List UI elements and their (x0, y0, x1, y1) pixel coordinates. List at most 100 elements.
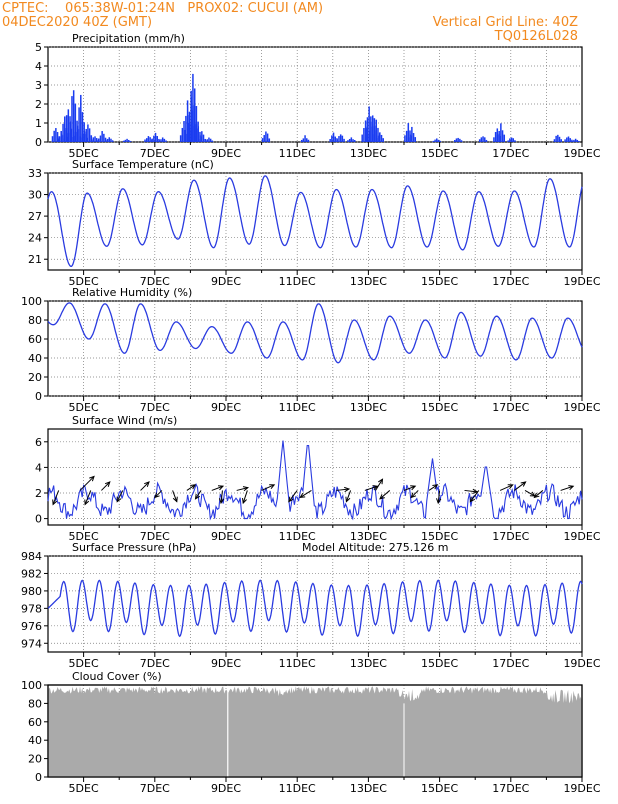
precip-bar (83, 134, 86, 142)
wind-line (47, 440, 583, 521)
header-left-2: 04DEC2020 40Z (GMT) (2, 15, 152, 30)
x-tick-label: 5DEC (69, 147, 99, 160)
precip-bar (365, 128, 367, 142)
wind-arrow (140, 481, 150, 491)
x-tick-label: 17DEC (492, 147, 529, 160)
x-tick-label: 5DEC (69, 782, 99, 795)
wind-arrow-head (269, 484, 276, 490)
wind-arrow (299, 490, 312, 498)
x-tick-label: 19DEC (563, 275, 600, 288)
precip-bar (156, 136, 158, 142)
precip-bar (197, 139, 200, 142)
precip-bar (366, 117, 369, 142)
wind-arrow (195, 490, 202, 500)
y-tick-label: 984 (21, 550, 42, 563)
y-tick-label: 40 (28, 352, 42, 365)
precip-bar (57, 138, 59, 142)
precip-bar (53, 130, 55, 142)
panel-1: 0 1 2 3 4 5 5DEC 7DEC 9DEC 11DEC 13DEC 15DEC 17DEC 19… (35, 32, 601, 160)
wind-arrow-head (190, 484, 197, 490)
x-tick-label: 5DEC (69, 275, 99, 288)
y-tick-label: 976 (21, 620, 42, 633)
precip-bar (92, 137, 95, 142)
precip-bar (329, 138, 331, 142)
wind-arrow-head (116, 496, 122, 503)
precip-bar (332, 132, 335, 142)
precip-bar (507, 140, 509, 142)
panel-2: 21 24 27 30 33 5DEC 7DEC 9DEC 11DEC 13DEC 15DEC 17D… (28, 158, 601, 288)
y-tick-label: 60 (28, 716, 42, 729)
panel-title: Relative Humidity (%) (72, 286, 192, 299)
precip-bar (341, 135, 344, 142)
y-tick-label: 80 (28, 697, 42, 710)
x-tick-label: 19DEC (563, 782, 600, 795)
precip-bar (81, 112, 84, 142)
precip-bar (211, 140, 214, 142)
precip-bar (361, 134, 363, 142)
y-tick-label: 974 (21, 637, 42, 650)
panel-frame (47, 46, 583, 143)
precip-bar (484, 137, 486, 142)
precip-bar (187, 122, 189, 142)
precip-bar (564, 139, 566, 142)
wind-arrow (172, 490, 178, 502)
y-tick-label: 980 (21, 585, 42, 598)
x-tick-label: 11DEC (279, 657, 316, 670)
precip-bar (72, 90, 75, 142)
x-tick-label: 13DEC (350, 275, 387, 288)
precip-bar (192, 105, 194, 142)
wind-arrow (469, 490, 480, 502)
wind-arrow-head (194, 493, 201, 500)
precip-bar (478, 139, 481, 142)
precip-bar (407, 123, 410, 142)
precip-bar (459, 138, 461, 142)
precip-bar (347, 140, 349, 142)
precip-bar (576, 139, 579, 142)
precip-bar (88, 128, 91, 142)
wind-arrow (375, 478, 383, 491)
precip-bar (165, 140, 167, 142)
precip-bar (571, 140, 573, 142)
precip-bar (67, 132, 70, 142)
precip-bar (80, 94, 82, 142)
precip-bar (569, 138, 571, 142)
x-tick-label: 15DEC (421, 657, 458, 670)
wind-arrow-head (379, 494, 385, 500)
precip-bar (348, 138, 351, 142)
wind-arrow (428, 484, 438, 491)
y-tick-label: 33 (28, 167, 42, 180)
wind-arrow-head (288, 496, 294, 503)
panel-title: Precipitation (mm/h) (72, 32, 185, 45)
precip-bar (128, 139, 130, 142)
y-tick-label: 2 (35, 487, 42, 500)
wind-arrow (220, 490, 223, 504)
wind-arrow (186, 484, 196, 491)
y-tick-label: 24 (28, 232, 42, 245)
precip-bar (412, 133, 415, 142)
wind-arrow (261, 484, 275, 491)
precip-bar (147, 136, 150, 142)
precip-bar (407, 137, 410, 142)
precip-bar (110, 138, 112, 142)
pressure-line (47, 579, 583, 638)
wind-arrow (499, 484, 513, 491)
wind-arrow-head (144, 481, 150, 487)
wind-arrow-head (242, 486, 250, 492)
y-tick-label: 100 (21, 295, 42, 308)
wind-arrow-head (154, 492, 160, 499)
precip-bar (98, 138, 100, 142)
precip-bar (186, 100, 189, 142)
panel-title: Surface Pressure (hPa) (72, 541, 196, 554)
wind-arrow (242, 490, 248, 504)
wind-arrow-head (218, 498, 225, 505)
y-tick-label: 3 (35, 79, 42, 92)
y-tick-label: 80 (28, 314, 42, 327)
precip-bar (145, 138, 148, 142)
precip-bar (485, 139, 488, 142)
header-right-1: Vertical Grid Line: 40Z (433, 15, 578, 30)
precip-bar (64, 129, 66, 142)
precip-bar (514, 140, 516, 142)
precip-bar (574, 138, 577, 142)
y-tick-label: 0 (35, 390, 42, 403)
precip-bar (567, 136, 570, 142)
